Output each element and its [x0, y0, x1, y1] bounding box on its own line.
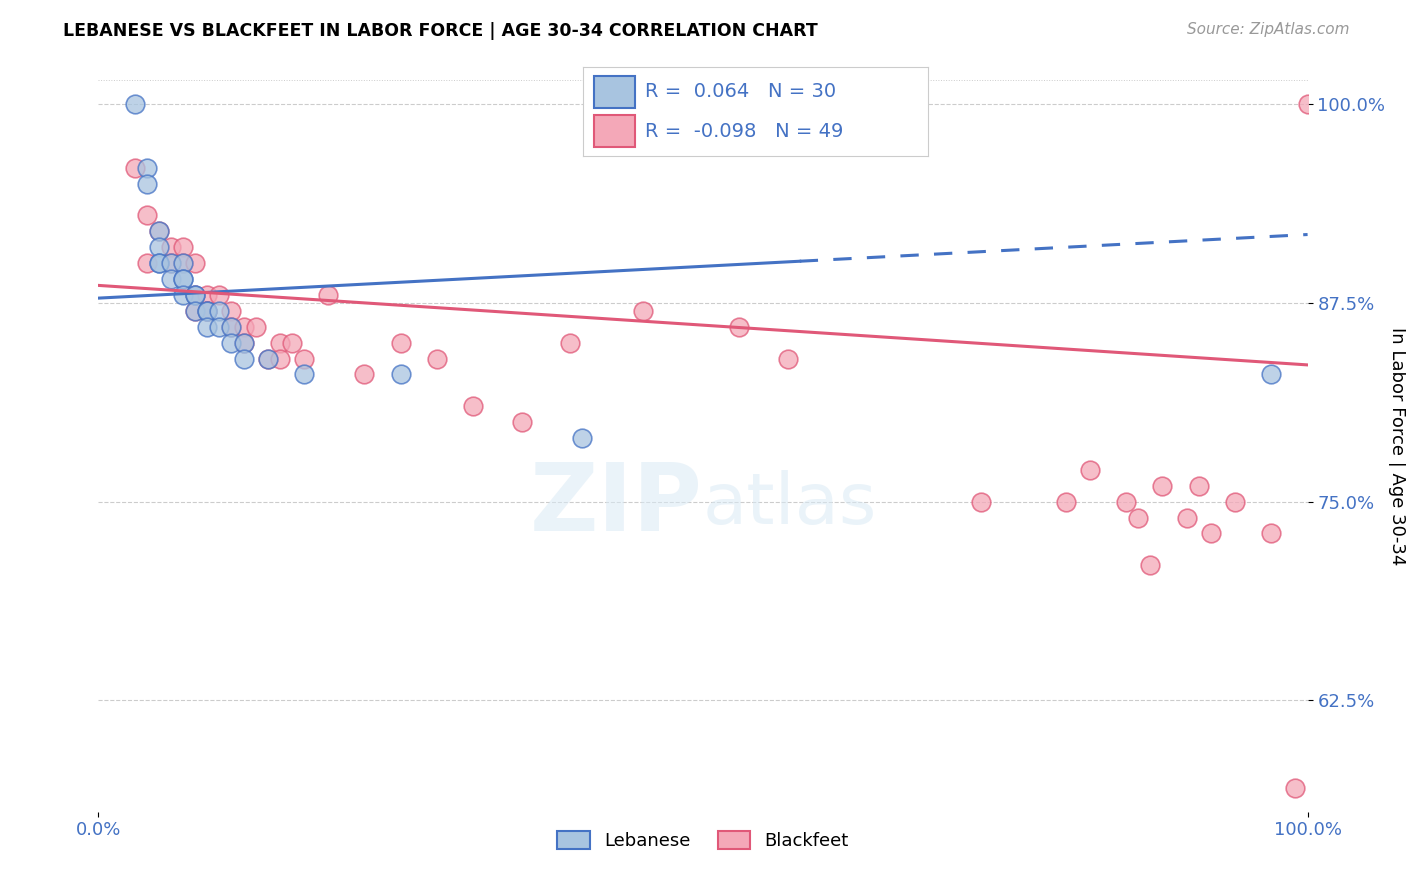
Point — [135, 177, 157, 191]
Point — [221, 335, 243, 350]
Point — [172, 288, 194, 302]
Point — [148, 240, 170, 254]
Point — [208, 319, 231, 334]
Point — [160, 272, 183, 286]
Point — [184, 288, 207, 302]
Point — [1260, 526, 1282, 541]
Point — [195, 303, 218, 318]
Point — [1175, 510, 1198, 524]
Point — [1296, 97, 1319, 112]
Point — [160, 256, 183, 270]
Point — [148, 256, 170, 270]
Text: R =  0.064   N = 30: R = 0.064 N = 30 — [645, 82, 837, 102]
Text: R =  -0.098   N = 49: R = -0.098 N = 49 — [645, 121, 844, 141]
Point — [195, 303, 218, 318]
Legend: Lebanese, Blackfeet: Lebanese, Blackfeet — [550, 823, 856, 857]
Point — [389, 368, 412, 382]
Point — [256, 351, 278, 366]
Point — [172, 240, 194, 254]
Text: ZIP: ZIP — [530, 458, 703, 550]
Point — [172, 256, 194, 270]
Point — [1152, 479, 1174, 493]
Point — [1115, 494, 1137, 508]
Point — [195, 288, 218, 302]
Point — [256, 351, 278, 366]
Point — [269, 335, 291, 350]
Point — [292, 368, 315, 382]
Point — [631, 303, 654, 318]
Point — [292, 351, 315, 366]
Text: LEBANESE VS BLACKFEET IN LABOR FORCE | AGE 30-34 CORRELATION CHART: LEBANESE VS BLACKFEET IN LABOR FORCE | A… — [63, 22, 818, 40]
Y-axis label: In Labor Force | Age 30-34: In Labor Force | Age 30-34 — [1388, 326, 1406, 566]
Point — [148, 256, 170, 270]
Point — [389, 335, 412, 350]
Point — [1054, 494, 1077, 508]
Point — [124, 97, 146, 112]
Point — [426, 351, 449, 366]
Point — [160, 240, 183, 254]
Point — [184, 303, 207, 318]
Point — [463, 399, 485, 413]
Point — [232, 335, 254, 350]
Point — [195, 319, 218, 334]
Point — [172, 256, 194, 270]
Point — [571, 431, 593, 445]
Point — [195, 303, 218, 318]
Point — [208, 288, 231, 302]
Point — [135, 209, 157, 223]
FancyBboxPatch shape — [593, 76, 636, 108]
Point — [728, 319, 751, 334]
Point — [221, 303, 243, 318]
Point — [221, 319, 243, 334]
Text: Source: ZipAtlas.com: Source: ZipAtlas.com — [1187, 22, 1350, 37]
Point — [970, 494, 993, 508]
Point — [195, 303, 218, 318]
Point — [232, 335, 254, 350]
Point — [510, 415, 533, 429]
Point — [184, 303, 207, 318]
Point — [1128, 510, 1150, 524]
Point — [172, 272, 194, 286]
Point — [184, 288, 207, 302]
Point — [135, 256, 157, 270]
FancyBboxPatch shape — [593, 115, 636, 147]
Point — [245, 319, 267, 334]
Point — [558, 335, 581, 350]
Point — [148, 224, 170, 238]
Point — [232, 319, 254, 334]
Text: atlas: atlas — [703, 470, 877, 539]
Point — [1139, 558, 1161, 573]
Point — [160, 256, 183, 270]
Point — [232, 351, 254, 366]
Point — [208, 303, 231, 318]
Point — [1078, 463, 1101, 477]
Point — [184, 288, 207, 302]
Point — [221, 319, 243, 334]
Point — [148, 224, 170, 238]
Point — [1199, 526, 1222, 541]
Point — [172, 272, 194, 286]
Point — [184, 256, 207, 270]
Point — [776, 351, 799, 366]
Point — [353, 368, 375, 382]
Point — [281, 335, 304, 350]
Point — [1188, 479, 1211, 493]
Point — [316, 288, 339, 302]
Point — [1260, 368, 1282, 382]
Point — [135, 161, 157, 175]
Point — [124, 161, 146, 175]
Point — [1223, 494, 1246, 508]
Point — [269, 351, 291, 366]
Point — [1284, 780, 1306, 795]
